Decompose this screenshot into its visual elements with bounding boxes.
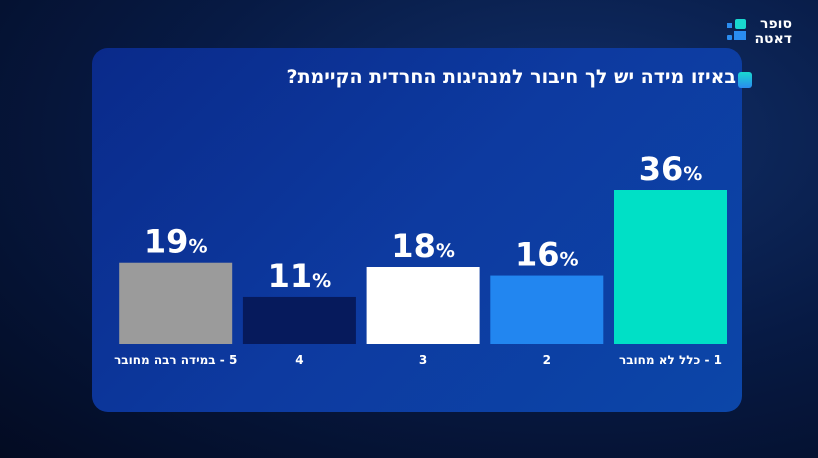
category-label: 1 - כלל לא מחובר [619, 353, 722, 367]
title-bullet-icon [738, 72, 752, 88]
chart-title: באיזו מידה יש לך חיבור למנהיגות החרדית ה… [286, 66, 736, 88]
logo-icon [727, 19, 747, 41]
data-label: 11% [268, 257, 332, 295]
bar [366, 267, 480, 344]
category-label: 3 [419, 353, 427, 367]
data-label: 18% [391, 227, 455, 265]
category-label: 2 [543, 353, 551, 367]
bar [614, 190, 727, 344]
bar [119, 262, 233, 344]
data-label: 19% [144, 223, 208, 261]
data-label: 36% [639, 150, 703, 188]
data-label: 16% [515, 236, 579, 274]
logo-text-1: סופר [760, 16, 792, 32]
logo-text-2: דאטה [754, 31, 792, 47]
bar [490, 275, 604, 344]
category-label: 4 [295, 353, 303, 367]
logo: סופר דאטה [722, 17, 792, 47]
bar [242, 296, 356, 344]
category-label: 5 - במידה רבה מחובר [114, 353, 237, 367]
